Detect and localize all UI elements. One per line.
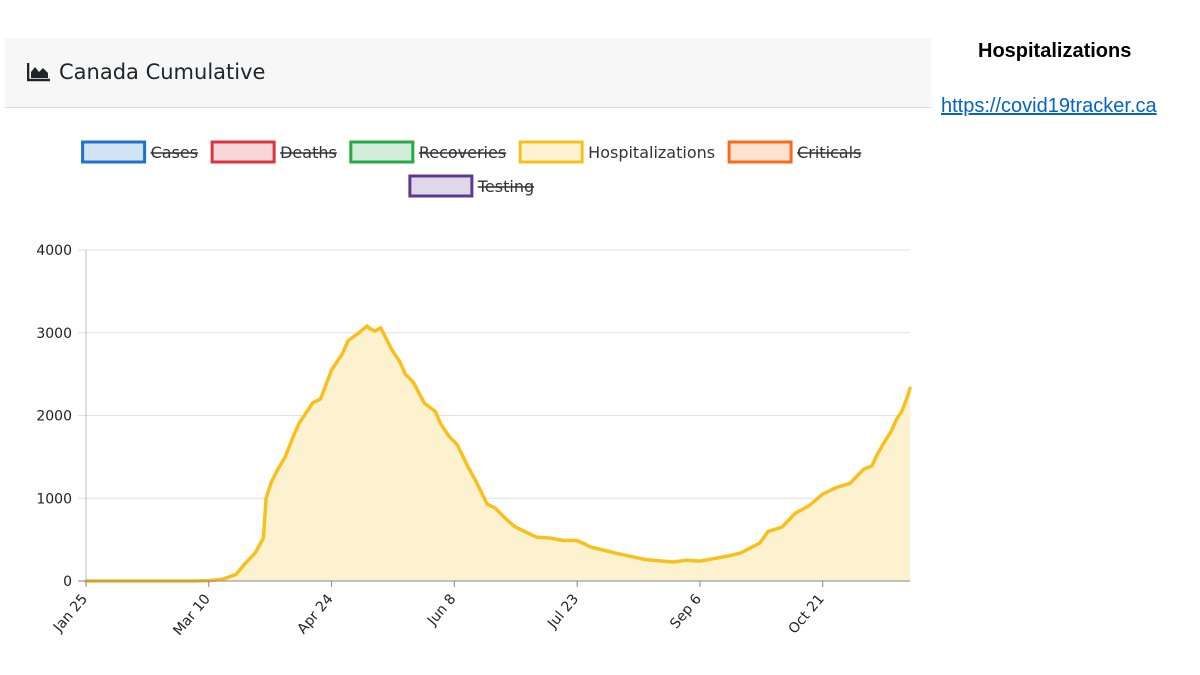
legend[interactable]: Cases Deaths Recoveries Hospitalizations Cri…: [81, 140, 862, 198]
legend-swatch: [210, 140, 276, 164]
y-tick-label: 3000: [36, 326, 72, 342]
legend-label: Hospitalizations: [588, 143, 715, 162]
legend-item-deaths[interactable]: Deaths: [210, 140, 337, 164]
x-tick-label: Jul 23: [544, 591, 582, 632]
legend-item-cases[interactable]: Cases: [81, 140, 199, 164]
hospitalizations-area: [86, 326, 910, 581]
x-tick-label: Sep 6: [667, 591, 705, 632]
chart-card-header: Canada Cumulative: [5, 38, 931, 108]
area-chart-icon: [27, 62, 51, 82]
y-tick-label: 0: [63, 574, 72, 590]
legend-swatch: [518, 140, 584, 164]
y-tick-label: 4000: [36, 243, 72, 259]
x-tick-label: Mar 10: [170, 591, 214, 639]
side-title: Hospitalizations: [978, 40, 1132, 62]
source-link[interactable]: https://covid19tracker.ca: [941, 95, 1157, 117]
legend-swatch: [727, 140, 793, 164]
legend-item-recoveries[interactable]: Recoveries: [349, 140, 507, 164]
x-tick-label: Apr 24: [294, 591, 336, 637]
chart-card-title: Canada Cumulative: [59, 60, 266, 84]
x-tick-label: Jan 25: [50, 591, 91, 636]
legend-swatch: [349, 140, 415, 164]
legend-swatch: [408, 174, 474, 198]
x-tick-label: Jun 8: [424, 591, 460, 629]
hospitalizations-line: [84, 324, 912, 583]
plot-area: [84, 324, 912, 583]
y-tick-label: 2000: [36, 409, 72, 425]
page-title: Canada Cumulative: [27, 60, 265, 84]
hospitalizations-chart: 0 1000 2000 3000 4000 Jan 25 Mar 10 Apr 24 Jun 8…: [36, 140, 912, 639]
legend-item-hospitalizations[interactable]: Hospitalizations: [518, 140, 715, 164]
legend-swatch: [81, 140, 147, 164]
legend-item-criticals[interactable]: Criticals: [727, 140, 862, 164]
legend-item-testing[interactable]: Testing: [408, 174, 535, 198]
x-tick-label: Oct 21: [786, 591, 828, 637]
y-tick-label: 1000: [36, 491, 72, 507]
